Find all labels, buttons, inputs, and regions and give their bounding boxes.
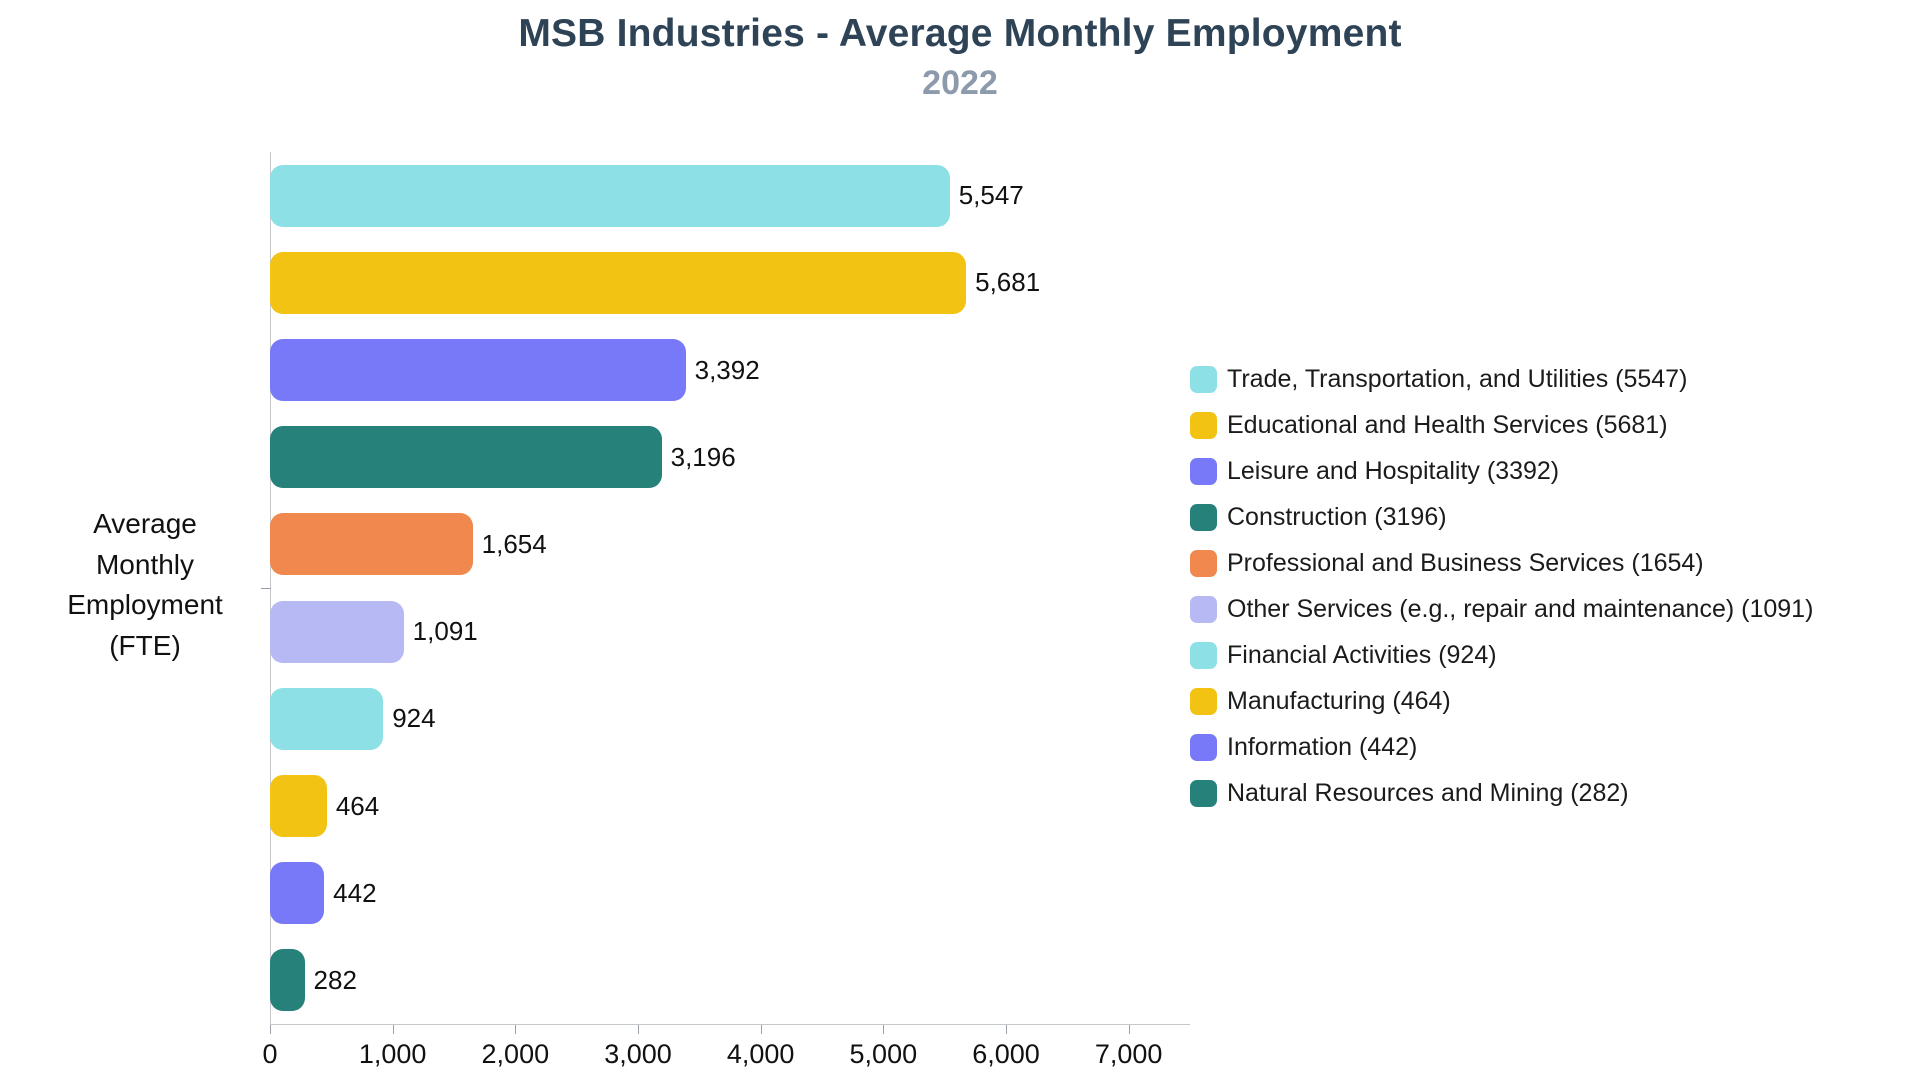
legend-swatch: [1190, 366, 1217, 393]
legend-item[interactable]: Leisure and Hospitality (3392): [1190, 457, 1813, 485]
chart-title: MSB Industries - Average Monthly Employm…: [518, 12, 1402, 55]
x-axis-tick-label: 4,000: [726, 1039, 795, 1069]
bar-row: 282: [270, 937, 1190, 1024]
x-axis-tick: [1128, 1025, 1130, 1034]
bar-row: 464: [270, 762, 1190, 849]
x-axis-tick-label: 2,000: [481, 1039, 550, 1069]
legend-item[interactable]: Other Services (e.g., repair and mainten…: [1190, 595, 1814, 623]
legend-swatch: [1190, 780, 1217, 807]
x-axis-tick-label: 3,000: [604, 1039, 672, 1069]
legend: Trade, Transportation, and Utilities (55…: [1190, 365, 1814, 826]
x-axis-tick: [392, 1025, 394, 1034]
legend-label: Other Services (e.g., repair and mainten…: [1227, 595, 1814, 623]
bar[interactable]: [270, 426, 662, 489]
legend-item[interactable]: Natural Resources and Mining (282): [1190, 779, 1813, 807]
chart-subtitle: 2022: [922, 64, 998, 102]
legend-swatch: [1190, 688, 1217, 715]
bar-row: 1,091: [270, 588, 1190, 675]
legend-swatch: [1190, 412, 1217, 439]
x-axis-tick-label: 0: [262, 1039, 278, 1069]
bar-value-label: 442: [333, 877, 377, 908]
bar-row: 5,681: [270, 239, 1190, 326]
legend-item[interactable]: Information (442): [1190, 733, 1813, 761]
x-axis-tick: [760, 1025, 762, 1034]
bar-row: 1,654: [270, 501, 1190, 588]
x-axis-tick-label: 6,000: [972, 1039, 1040, 1069]
x-axis-tick: [515, 1025, 517, 1034]
bar[interactable]: [270, 339, 686, 401]
bar[interactable]: [270, 949, 305, 1012]
x-axis-tick-label: 5,000: [849, 1039, 918, 1069]
legend-swatch: [1190, 734, 1217, 761]
legend-label: Professional and Business Services (1654…: [1227, 549, 1704, 577]
legend-label: Educational and Health Services (5681): [1227, 411, 1668, 439]
bar[interactable]: [270, 775, 327, 838]
bar-value-label: 5,547: [958, 180, 1024, 211]
bar-rows: 5,547 5,681 3,392 3,196 1,654 1,091 924 464 442 2…: [270, 152, 1190, 1024]
legend-label: Leisure and Hospitality (3392): [1227, 457, 1560, 485]
legend-swatch: [1190, 504, 1217, 531]
bar[interactable]: [270, 862, 325, 925]
bar[interactable]: [270, 513, 473, 576]
legend-label: Natural Resources and Mining (282): [1227, 779, 1629, 807]
bar[interactable]: [270, 164, 950, 227]
x-axis-tick-label: 7,000: [1094, 1039, 1163, 1069]
bar[interactable]: [270, 687, 384, 750]
bar[interactable]: [270, 600, 404, 663]
bar-value-label: 924: [392, 703, 436, 734]
legend-item[interactable]: Trade, Transportation, and Utilities (55…: [1190, 365, 1813, 393]
legend-item[interactable]: Construction (3196): [1190, 503, 1813, 531]
x-axis-tick-label: 1,000: [358, 1039, 427, 1069]
bar-value-label: 1,654: [481, 528, 547, 559]
x-axis: 0 1,000 2,000 3,000 4,000 5,000 6,000 7,000: [262, 1025, 1190, 1080]
bar[interactable]: [270, 251, 967, 314]
y-axis-label: Average Monthly Employment (FTE): [67, 508, 223, 661]
bar-value-label: 464: [335, 790, 380, 821]
x-axis-tick: [270, 1025, 271, 1034]
legend-label: Manufacturing (464): [1227, 687, 1451, 715]
legend-item[interactable]: Manufacturing (464): [1190, 687, 1813, 715]
chart-header: MSB Industries - Average Monthly Employm…: [0, 12, 1920, 103]
x-axis-tick: [1006, 1025, 1007, 1034]
x-axis-tick: [638, 1025, 639, 1034]
bar-row: 5,547: [270, 152, 1190, 239]
legend-item[interactable]: Educational and Health Services (5681): [1190, 411, 1813, 439]
bar-row: 924: [270, 675, 1190, 762]
bar-value-label: 3,196: [670, 441, 736, 472]
bar-value-label: 282: [313, 964, 357, 995]
y-axis-tick: [261, 588, 271, 589]
bar-row: 442: [270, 850, 1190, 937]
bar-value-label: 5,681: [975, 267, 1041, 298]
legend-swatch: [1190, 458, 1217, 485]
x-axis-tick: [883, 1025, 885, 1034]
legend-label: Trade, Transportation, and Utilities (55…: [1227, 365, 1688, 393]
legend-swatch: [1190, 642, 1217, 669]
legend-label: Information (442): [1227, 733, 1418, 761]
legend-label: Construction (3196): [1227, 503, 1447, 531]
bar-row: 3,196: [270, 414, 1190, 501]
plot-area: 5,547 5,681 3,392 3,196 1,654 1,091 924 464 442 2…: [261, 152, 1190, 1025]
bar-value-label: 3,392: [694, 354, 760, 385]
legend-swatch: [1190, 550, 1217, 577]
bar-value-label: 1,091: [412, 616, 478, 647]
legend-item[interactable]: Financial Activities (924): [1190, 641, 1813, 669]
legend-item[interactable]: Professional and Business Services (1654…: [1190, 549, 1813, 577]
bar-row: 3,392: [270, 326, 1190, 413]
legend-label: Financial Activities (924): [1227, 641, 1497, 669]
legend-swatch: [1190, 596, 1217, 623]
